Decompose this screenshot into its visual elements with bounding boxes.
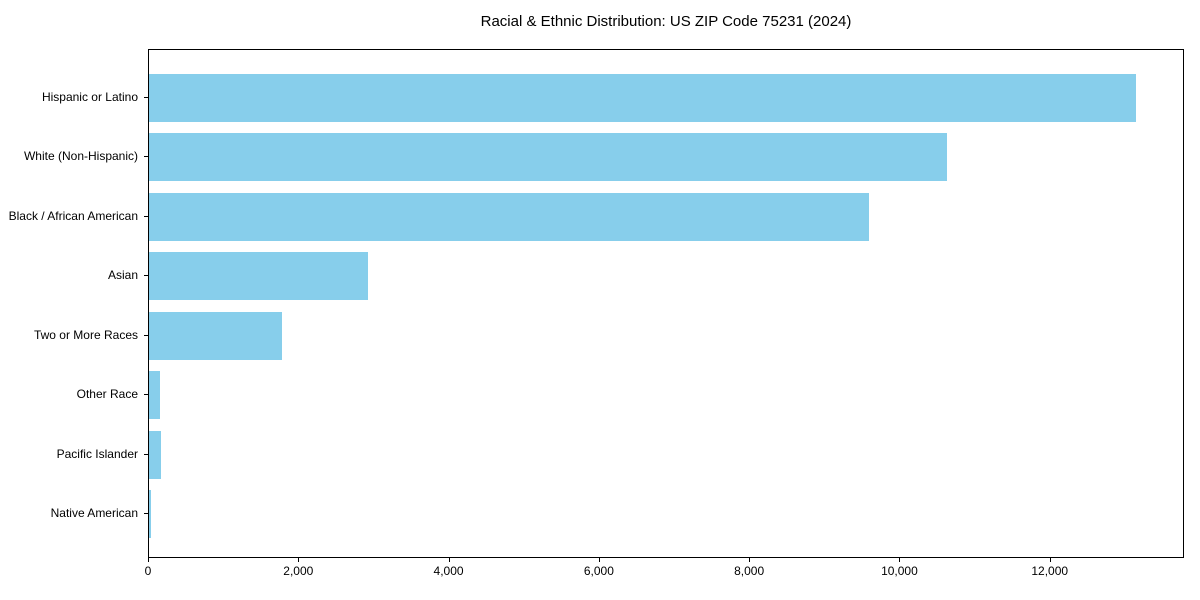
x-tick-mark — [448, 558, 450, 562]
y-tick-label-other-race: Other Race — [76, 387, 138, 401]
plot-area — [148, 49, 1184, 558]
y-tick-mark — [144, 156, 148, 157]
x-tick-label-0: 0 — [144, 564, 152, 578]
x-tick-label-10000: 10,000 — [881, 564, 918, 578]
x-tick-mark — [1049, 558, 1051, 562]
x-tick-mark — [298, 558, 300, 562]
y-tick-mark — [144, 215, 148, 217]
bar-asian — [149, 252, 369, 300]
y-tick-mark — [144, 513, 148, 514]
x-tick-mark — [148, 558, 149, 562]
x-tick-mark — [749, 558, 751, 562]
y-tick-label-asian: Asian — [107, 268, 138, 282]
bar-white-non-hispanic — [149, 133, 948, 181]
y-tick-label-two-or-more-races: Two or More Races — [33, 327, 138, 342]
x-tick-label-2000: 2,000 — [283, 564, 314, 578]
x-tick-mark — [899, 558, 901, 562]
y-tick-label-pacific-islander: Pacific Islander — [56, 446, 138, 461]
x-tick-label-12000: 12,000 — [1031, 564, 1069, 578]
x-tick-label-6000: 6,000 — [583, 564, 614, 578]
y-tick-mark — [144, 334, 148, 336]
bar-other-race — [149, 371, 161, 419]
y-tick-mark — [144, 275, 148, 276]
chart-title: Racial & Ethnic Distribution: US ZIP Cod… — [480, 13, 852, 30]
bar-native-american — [149, 490, 152, 538]
y-tick-label-white-non-hispanic: White (Non-Hispanic) — [23, 149, 138, 163]
bar-black-african-american — [149, 192, 869, 241]
x-tick-label-4000: 4,000 — [433, 564, 464, 578]
x-tick-label-8000: 8,000 — [734, 564, 765, 578]
bar-two-or-more-races — [149, 311, 282, 360]
bar-pacific-islander — [149, 430, 161, 479]
y-tick-mark — [144, 96, 148, 98]
y-tick-mark — [144, 394, 148, 395]
bar-hispanic-or-latino — [149, 73, 1136, 122]
x-tick-mark — [598, 558, 600, 562]
y-tick-mark — [144, 453, 148, 455]
y-tick-label-native-american: Native American — [50, 506, 138, 520]
y-tick-label-hispanic-or-latino: Hispanic or Latino — [41, 89, 138, 104]
y-tick-label-black-african-american: Black / African American — [8, 208, 138, 223]
